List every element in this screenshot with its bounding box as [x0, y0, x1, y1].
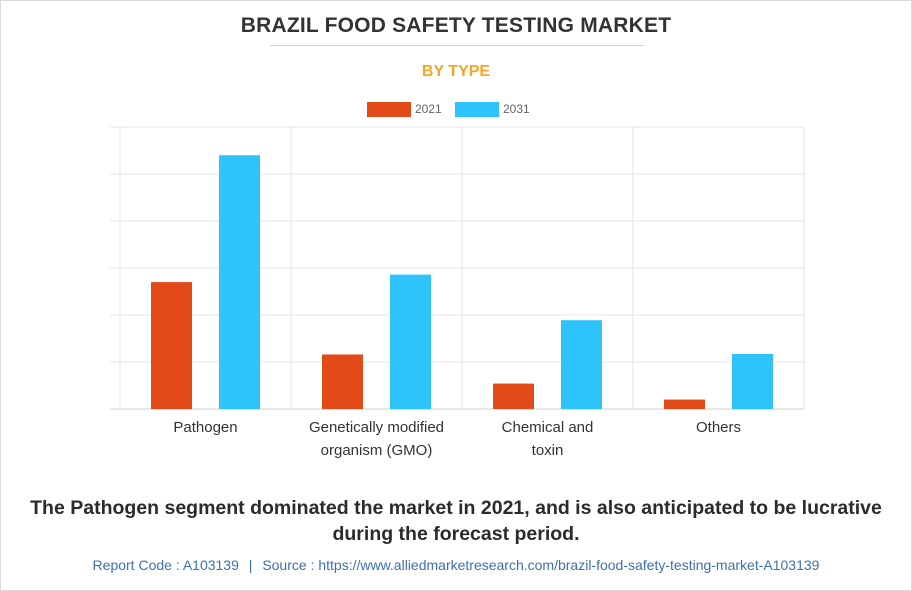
bar-2021-genetically-modified-organism-gmo-[interactable]: [322, 354, 363, 410]
summary-text: The Pathogen segment dominated the marke…: [30, 497, 882, 545]
chart-title: BRAZIL FOOD SAFETY TESTING MARKET: [240, 14, 672, 37]
bars: [151, 155, 773, 409]
grid-lines: [110, 126, 805, 410]
legend-swatch-2021: [367, 101, 411, 117]
bar-2031-genetically-modified-organism-gmo-[interactable]: [390, 274, 431, 409]
legend-swatch-2031: [455, 101, 499, 117]
bar-2031-pathogen[interactable]: [219, 155, 260, 409]
legend-label-2021: 2021: [415, 102, 442, 116]
legend-item-2031[interactable]: 2031: [455, 99, 530, 119]
legend-item-2021[interactable]: 2021: [367, 99, 442, 119]
category-label: Genetically modified organism (GMO): [309, 419, 444, 459]
legend: 2021 2031: [0, 99, 912, 119]
footer-separator: |: [248, 557, 253, 573]
footer: Report Code : A103139 | Source : https:/…: [0, 557, 912, 573]
chart-subtitle: BY TYPE: [421, 63, 491, 80]
category-label: Chemical and toxin: [502, 419, 594, 459]
bar-2031-chemical-and-toxin[interactable]: [561, 320, 602, 409]
title-divider: [270, 45, 644, 46]
report-code: Report Code : A103139: [92, 557, 239, 573]
bar-2021-others[interactable]: [664, 399, 705, 409]
category-label: Others: [696, 419, 741, 436]
source-link[interactable]: Source : https://www.alliedmarketresearc…: [262, 557, 820, 573]
bar-2021-chemical-and-toxin[interactable]: [493, 383, 534, 409]
bar-2021-pathogen[interactable]: [151, 282, 192, 409]
category-labels: Pathogen Genetically modified organism (GM…: [173, 419, 741, 459]
category-label: Pathogen: [173, 419, 237, 436]
bar-2031-others[interactable]: [732, 354, 773, 409]
legend-label-2031: 2031: [503, 102, 530, 116]
